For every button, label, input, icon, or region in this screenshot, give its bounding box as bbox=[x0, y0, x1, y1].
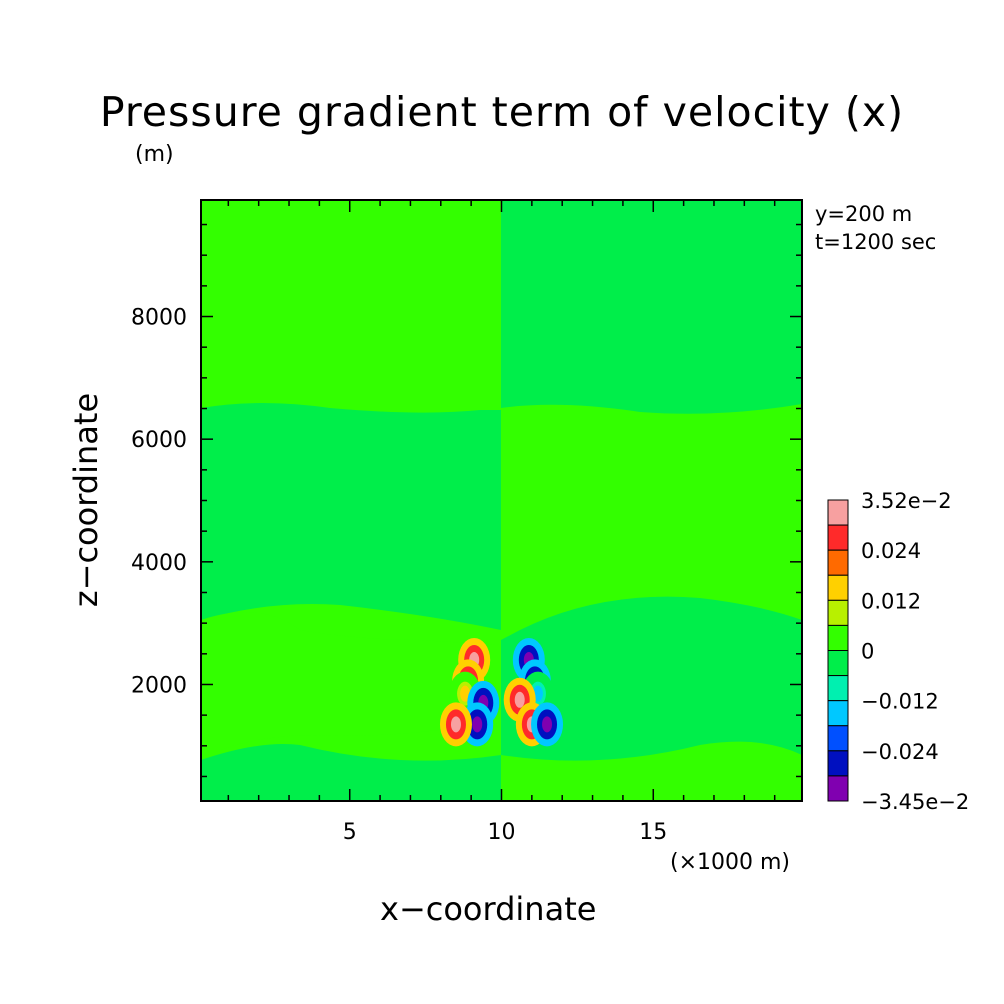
contour-band-negative bbox=[201, 744, 501, 801]
axis-tick-labels: 5 10 15 2000 4000 6000 8000 bbox=[131, 306, 667, 845]
contour-features bbox=[439, 637, 564, 747]
colorbar-tick-label: 0.012 bbox=[861, 589, 921, 613]
y-unit-label: (m) bbox=[135, 142, 174, 167]
colorbar-min-label: −3.45e−2 bbox=[861, 790, 969, 814]
annotation-y: y=200 m bbox=[815, 202, 913, 226]
x-tick-label: 15 bbox=[639, 820, 667, 845]
x-unit-label: (×1000 m) bbox=[670, 850, 791, 875]
x-tick-label: 10 bbox=[488, 820, 516, 845]
contour-band-negative bbox=[501, 612, 802, 760]
contour-feature-core bbox=[472, 716, 483, 733]
colorbar-tick-label: −0.024 bbox=[861, 740, 939, 764]
contour-band-positive bbox=[201, 612, 501, 760]
colorbar-swatch bbox=[827, 700, 849, 727]
colorbar-swatch bbox=[827, 775, 849, 802]
x-tick-label: 5 bbox=[343, 820, 357, 845]
y-tick-label: 6000 bbox=[131, 428, 187, 453]
plot-area bbox=[201, 200, 802, 801]
contour-feature-core bbox=[450, 716, 461, 733]
contour-band-negative bbox=[201, 403, 501, 630]
contour-band-positive bbox=[501, 741, 802, 801]
contour-feature-core bbox=[460, 685, 471, 702]
x-axis-label: x−coordinate bbox=[380, 890, 597, 928]
y-tick-label: 4000 bbox=[131, 551, 187, 576]
colorbar-swatch bbox=[827, 499, 849, 526]
colorbar-swatch bbox=[827, 725, 849, 752]
colorbar-swatch bbox=[827, 549, 849, 576]
contour-band-positive bbox=[501, 404, 802, 640]
y-tick-label: 8000 bbox=[131, 306, 187, 331]
colorbar-tick-label: 0 bbox=[861, 640, 874, 664]
y-tick-label: 2000 bbox=[131, 673, 187, 698]
contour-feature-core bbox=[514, 691, 525, 708]
contour-feature-core bbox=[542, 716, 553, 733]
colorbar-swatch bbox=[827, 675, 849, 702]
colorbar-swatch bbox=[827, 750, 849, 777]
axis-ticks bbox=[201, 200, 802, 801]
colorbar-swatch bbox=[827, 524, 849, 551]
colorbar: 3.52e−2 0.024 0.012 0 −0.012 −0.024 −3.45e−2 bbox=[827, 489, 969, 814]
colorbar-swatch bbox=[827, 624, 849, 652]
colorbar-tick-label: −0.012 bbox=[861, 690, 939, 714]
colorbar-swatch bbox=[827, 574, 849, 601]
colorbar-max-label: 3.52e−2 bbox=[861, 489, 952, 513]
colorbar-swatch bbox=[827, 599, 849, 626]
page-title: Pressure gradient term of velocity (x) bbox=[99, 88, 905, 136]
colorbar-tick-label: 0.024 bbox=[861, 539, 921, 563]
colorbar-swatch bbox=[827, 650, 849, 677]
annotation-t: t=1200 sec bbox=[815, 230, 937, 254]
